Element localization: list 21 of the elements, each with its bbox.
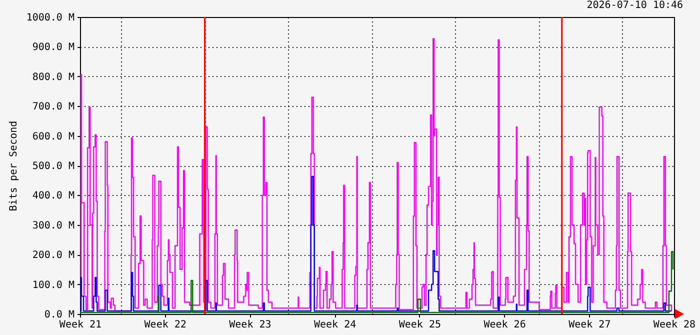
y-tick-label: 500.0 M xyxy=(32,161,74,172)
y-tick-label: 600.0 M xyxy=(32,131,74,142)
text: 2026-07-10 10:46 xyxy=(586,0,684,11)
y-tick-label: 1000.0 M xyxy=(26,12,74,24)
x-tick-label: Week 28 xyxy=(653,320,696,330)
y-tick-label: 400.0 M xyxy=(32,190,74,202)
y-tick-label: 200.0 M xyxy=(32,250,74,262)
y-tick-label: 100.0 M xyxy=(32,280,74,291)
x-tick-label: Week 26 xyxy=(484,320,526,330)
x-tick-label: Week 21 xyxy=(59,320,102,330)
x-tick-label: Week 27 xyxy=(568,320,611,330)
x-tick-label: Week 23 xyxy=(229,320,272,330)
y-tick-label: 0.0 M xyxy=(44,310,74,320)
x-tick-label: Week 24 xyxy=(314,320,356,330)
y-tick-label: 900.0 M xyxy=(32,42,74,54)
y-axis-title: Bits per Second xyxy=(8,120,20,212)
y-tick-label: 700.0 M xyxy=(32,102,74,113)
y-tick-label: 800.0 M xyxy=(32,72,74,83)
x-tick-label: Week 25 xyxy=(398,320,442,330)
y-tick-label: 300.0 M xyxy=(32,220,74,232)
x-tick-label: Week 22 xyxy=(144,320,186,330)
